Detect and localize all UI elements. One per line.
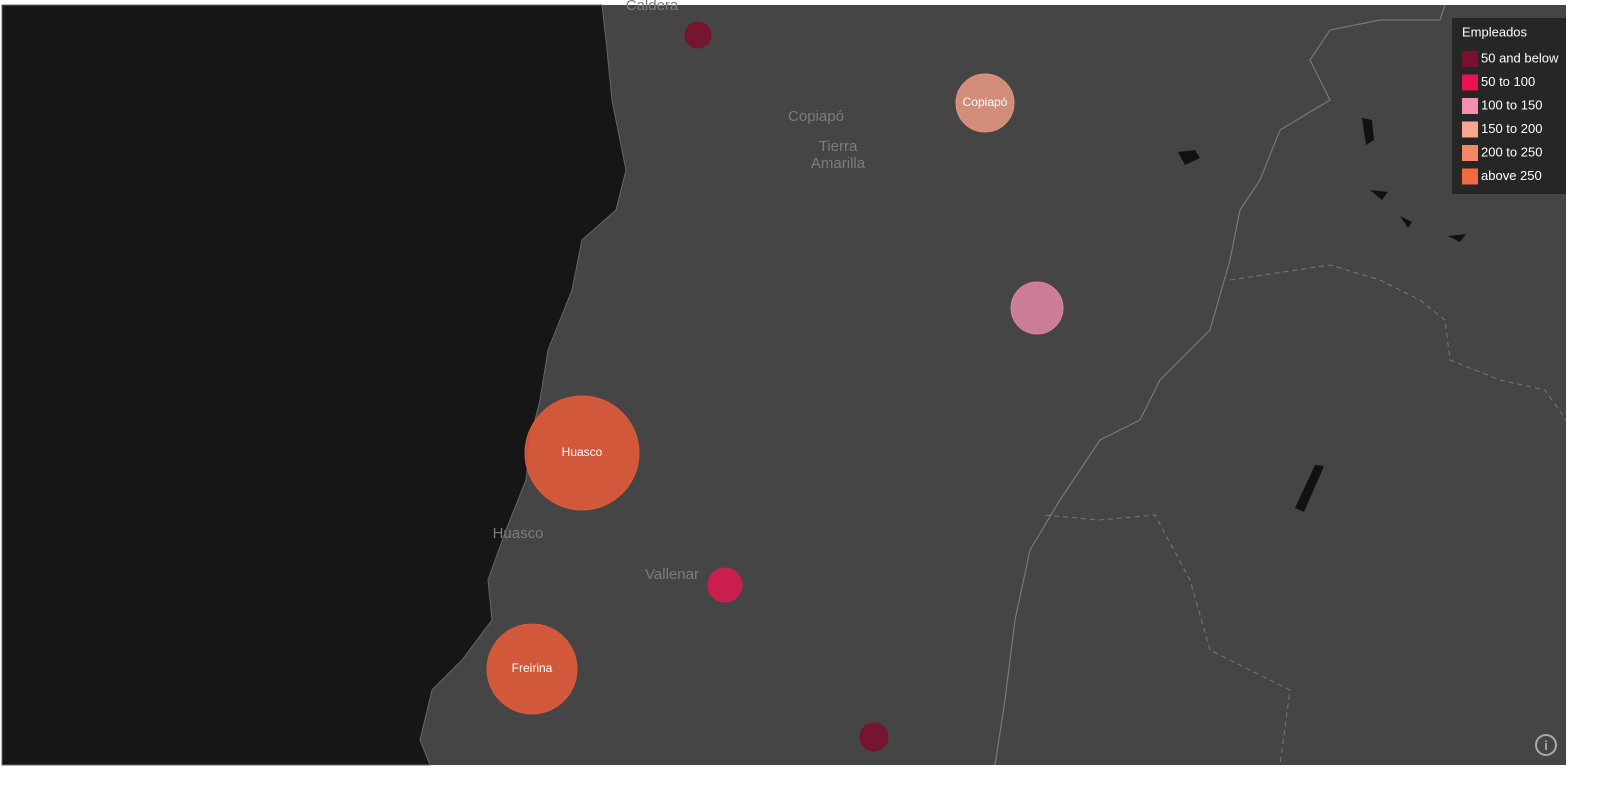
legend-title: Empleados — [1462, 24, 1528, 39]
bubble[interactable] — [955, 73, 1015, 133]
legend-label: above 250 — [1481, 168, 1542, 183]
legend: Empleados 50 and below 50 to 100 100 to 15… — [1452, 18, 1566, 194]
legend-swatch — [1462, 74, 1478, 91]
legend-swatch — [1462, 168, 1478, 185]
border — [994, 4, 1446, 766]
legend-swatch — [1462, 51, 1478, 67]
bubble[interactable] — [707, 567, 743, 603]
bubble[interactable] — [859, 722, 889, 752]
place-label: Copiapó — [788, 108, 844, 125]
place-label: Huasco — [493, 525, 544, 542]
legend-swatch — [1462, 98, 1478, 114]
legend-swatch — [1462, 121, 1478, 138]
bubble-label: Huasco — [562, 445, 603, 459]
svg-text:i: i — [1544, 738, 1548, 753]
place-label: Tierra — [819, 138, 858, 155]
place-label: Caldera — [626, 0, 679, 14]
place-label: Vallenar — [645, 566, 699, 583]
legend-label: 200 to 250 — [1481, 144, 1542, 159]
bubble-label: Freirina — [512, 661, 553, 675]
legend-swatch — [1462, 145, 1478, 161]
legend-label: 100 to 150 — [1481, 97, 1542, 112]
region-border — [1044, 264, 1567, 766]
bubble[interactable] — [1010, 281, 1064, 335]
bubble[interactable] — [684, 21, 712, 49]
legend-label: 50 to 100 — [1481, 74, 1535, 89]
legend-label: 50 and below — [1481, 50, 1559, 65]
lakes — [1178, 118, 1466, 512]
info-button[interactable]: i — [1535, 734, 1557, 756]
bubble[interactable] — [524, 395, 640, 511]
legend-label: 150 to 200 — [1481, 121, 1542, 136]
bubble[interactable] — [486, 623, 578, 715]
place-label: Amarilla — [811, 155, 866, 172]
bubble-label: Copiapó — [963, 95, 1008, 109]
